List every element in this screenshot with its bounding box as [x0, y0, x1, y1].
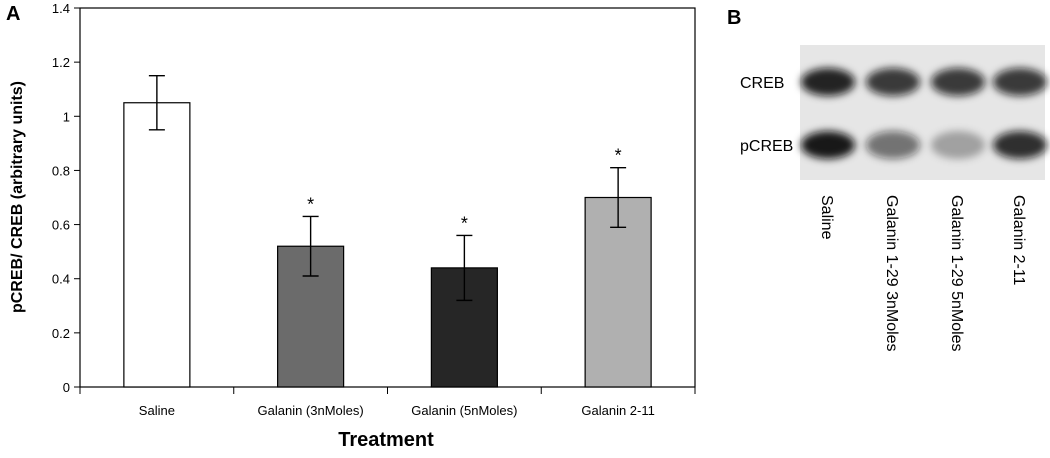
bar — [584, 196, 652, 388]
blot-lane-label: Galanin 1-29 5nMoles — [948, 195, 965, 352]
x-tick-label: Saline — [139, 403, 175, 418]
significance-marker: * — [307, 194, 314, 214]
y-tick-label: 1 — [63, 109, 70, 124]
blot-band — [993, 68, 1047, 96]
y-axis-label: pCREB/ CREB (arbitrary units) — [9, 81, 26, 313]
y-tick-label: 0 — [63, 380, 70, 395]
blot-band — [801, 68, 855, 96]
blot-lane-label: Galanin 1-29 3nMoles — [883, 195, 900, 352]
error-bar — [610, 167, 627, 228]
blot-band — [931, 68, 985, 96]
x-tick-label: Galanin 2-11 — [581, 403, 654, 418]
significance-marker: * — [461, 213, 468, 233]
blot-band — [931, 131, 985, 159]
blot-image — [800, 45, 1045, 180]
panel-label: A — [6, 3, 20, 25]
y-tick-label: 1.2 — [52, 55, 70, 70]
error-bar — [456, 234, 473, 302]
bar — [123, 102, 191, 388]
error-bar — [302, 215, 319, 277]
blot-band — [866, 131, 920, 159]
y-tick-label: 0.2 — [52, 326, 70, 341]
panel-label: B — [727, 7, 741, 29]
blot-band — [866, 68, 920, 96]
blot-band — [993, 131, 1047, 159]
bar — [430, 267, 498, 388]
y-tick-label: 1.4 — [52, 1, 70, 16]
blot-band — [801, 131, 855, 159]
x-tick-label: Galanin (5nMoles) — [411, 403, 517, 418]
error-bar — [148, 74, 165, 131]
blot-row-label: CREB — [740, 75, 784, 92]
y-tick-label: 0.8 — [52, 163, 70, 178]
blot-lane-label: Saline — [818, 195, 835, 240]
y-tick-label: 0.4 — [52, 272, 70, 287]
blot-lane-label: Galanin 2-11 — [1010, 195, 1027, 286]
significance-marker: * — [615, 146, 622, 166]
y-tick-label: 0.6 — [52, 218, 70, 233]
x-axis-label: Treatment — [338, 429, 434, 451]
blot-row-label: pCREB — [740, 138, 793, 155]
x-tick-label: Galanin (3nMoles) — [258, 403, 364, 418]
